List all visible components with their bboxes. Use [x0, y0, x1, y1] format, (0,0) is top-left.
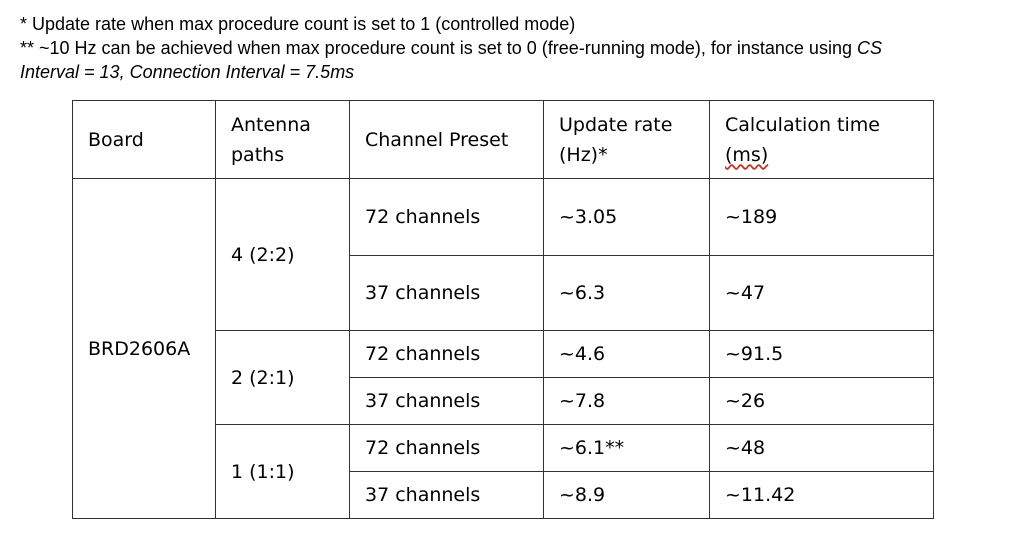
- preset-cell: 72 channels: [349, 424, 544, 472]
- rate-cell: ~4.6: [543, 330, 710, 378]
- header-rate-line1: Update rate: [559, 113, 673, 136]
- header-antenna-line2: paths: [231, 143, 285, 166]
- header-calc-unit: (ms): [725, 143, 769, 166]
- table-row: 37 channels ~8.9 ~11.42: [73, 471, 934, 519]
- calc-cell: ~47: [709, 255, 934, 331]
- antenna-cell: 1 (1:1): [215, 424, 350, 519]
- calc-cell: ~189: [709, 178, 934, 256]
- header-antenna-paths: Antenna paths: [215, 100, 350, 179]
- preset-cell: 37 channels: [349, 255, 544, 331]
- table-row: 1 (1:1) 72 channels ~6.1** ~48: [73, 424, 934, 519]
- antenna-cell: 2 (2:1): [215, 330, 350, 425]
- calc-cell: ~26: [709, 377, 934, 425]
- table-row: BRD2606A 4 (2:2) 72 channels ~3.05 ~189: [72, 178, 934, 519]
- calc-cell: ~48: [709, 424, 934, 472]
- performance-table: Board Antenna paths Channel Preset Update…: [72, 100, 934, 519]
- header-rate-line2: (Hz)*: [559, 143, 608, 166]
- rate-cell: ~6.3: [543, 255, 710, 331]
- table-row: 37 channels ~7.8 ~26: [73, 377, 934, 425]
- header-board: Board: [72, 100, 216, 179]
- rate-cell: ~8.9: [543, 471, 710, 519]
- rate-cell: ~6.1**: [543, 424, 710, 472]
- header-update-rate: Update rate (Hz)*: [543, 100, 710, 179]
- table-row: 37 channels ~6.3 ~47: [73, 255, 934, 331]
- preset-cell: 37 channels: [349, 377, 544, 425]
- table-row: 2 (2:1) 72 channels ~4.6 ~91.5: [73, 330, 934, 425]
- header-channel-preset: Channel Preset: [349, 100, 544, 179]
- preset-cell: 72 channels: [349, 178, 544, 256]
- calc-cell: ~91.5: [709, 330, 934, 378]
- antenna-cell: 4 (2:2): [215, 178, 350, 331]
- footnote-free-running-text: ** ~10 Hz can be achieved when max proce…: [20, 38, 857, 58]
- preset-cell: 37 channels: [349, 471, 544, 519]
- footnote-cs-label: CS: [856, 38, 882, 58]
- preset-cell: 72 channels: [349, 330, 544, 378]
- footnote-interval-settings: Interval = 13, Connection Interval = 7.5…: [20, 60, 1015, 84]
- footnotes: * Update rate when max procedure count i…: [20, 12, 1015, 84]
- footnote-update-rate: * Update rate when max procedure count i…: [20, 14, 576, 34]
- footnote-interval-values: Interval = 13, Connection Interval = 7.5…: [20, 62, 355, 82]
- footnote-free-running: ** ~10 Hz can be achieved when max proce…: [20, 36, 1015, 60]
- rate-cell: ~3.05: [543, 178, 710, 256]
- calc-cell: ~11.42: [709, 471, 934, 519]
- board-cell: BRD2606A: [72, 178, 216, 519]
- header-row: Board Antenna paths Channel Preset Update…: [72, 100, 934, 179]
- header-calc-line1: Calculation time: [725, 113, 880, 136]
- rate-cell: ~7.8: [543, 377, 710, 425]
- header-calculation-time: Calculation time (ms): [709, 100, 934, 179]
- header-antenna-line1: Antenna: [231, 113, 311, 136]
